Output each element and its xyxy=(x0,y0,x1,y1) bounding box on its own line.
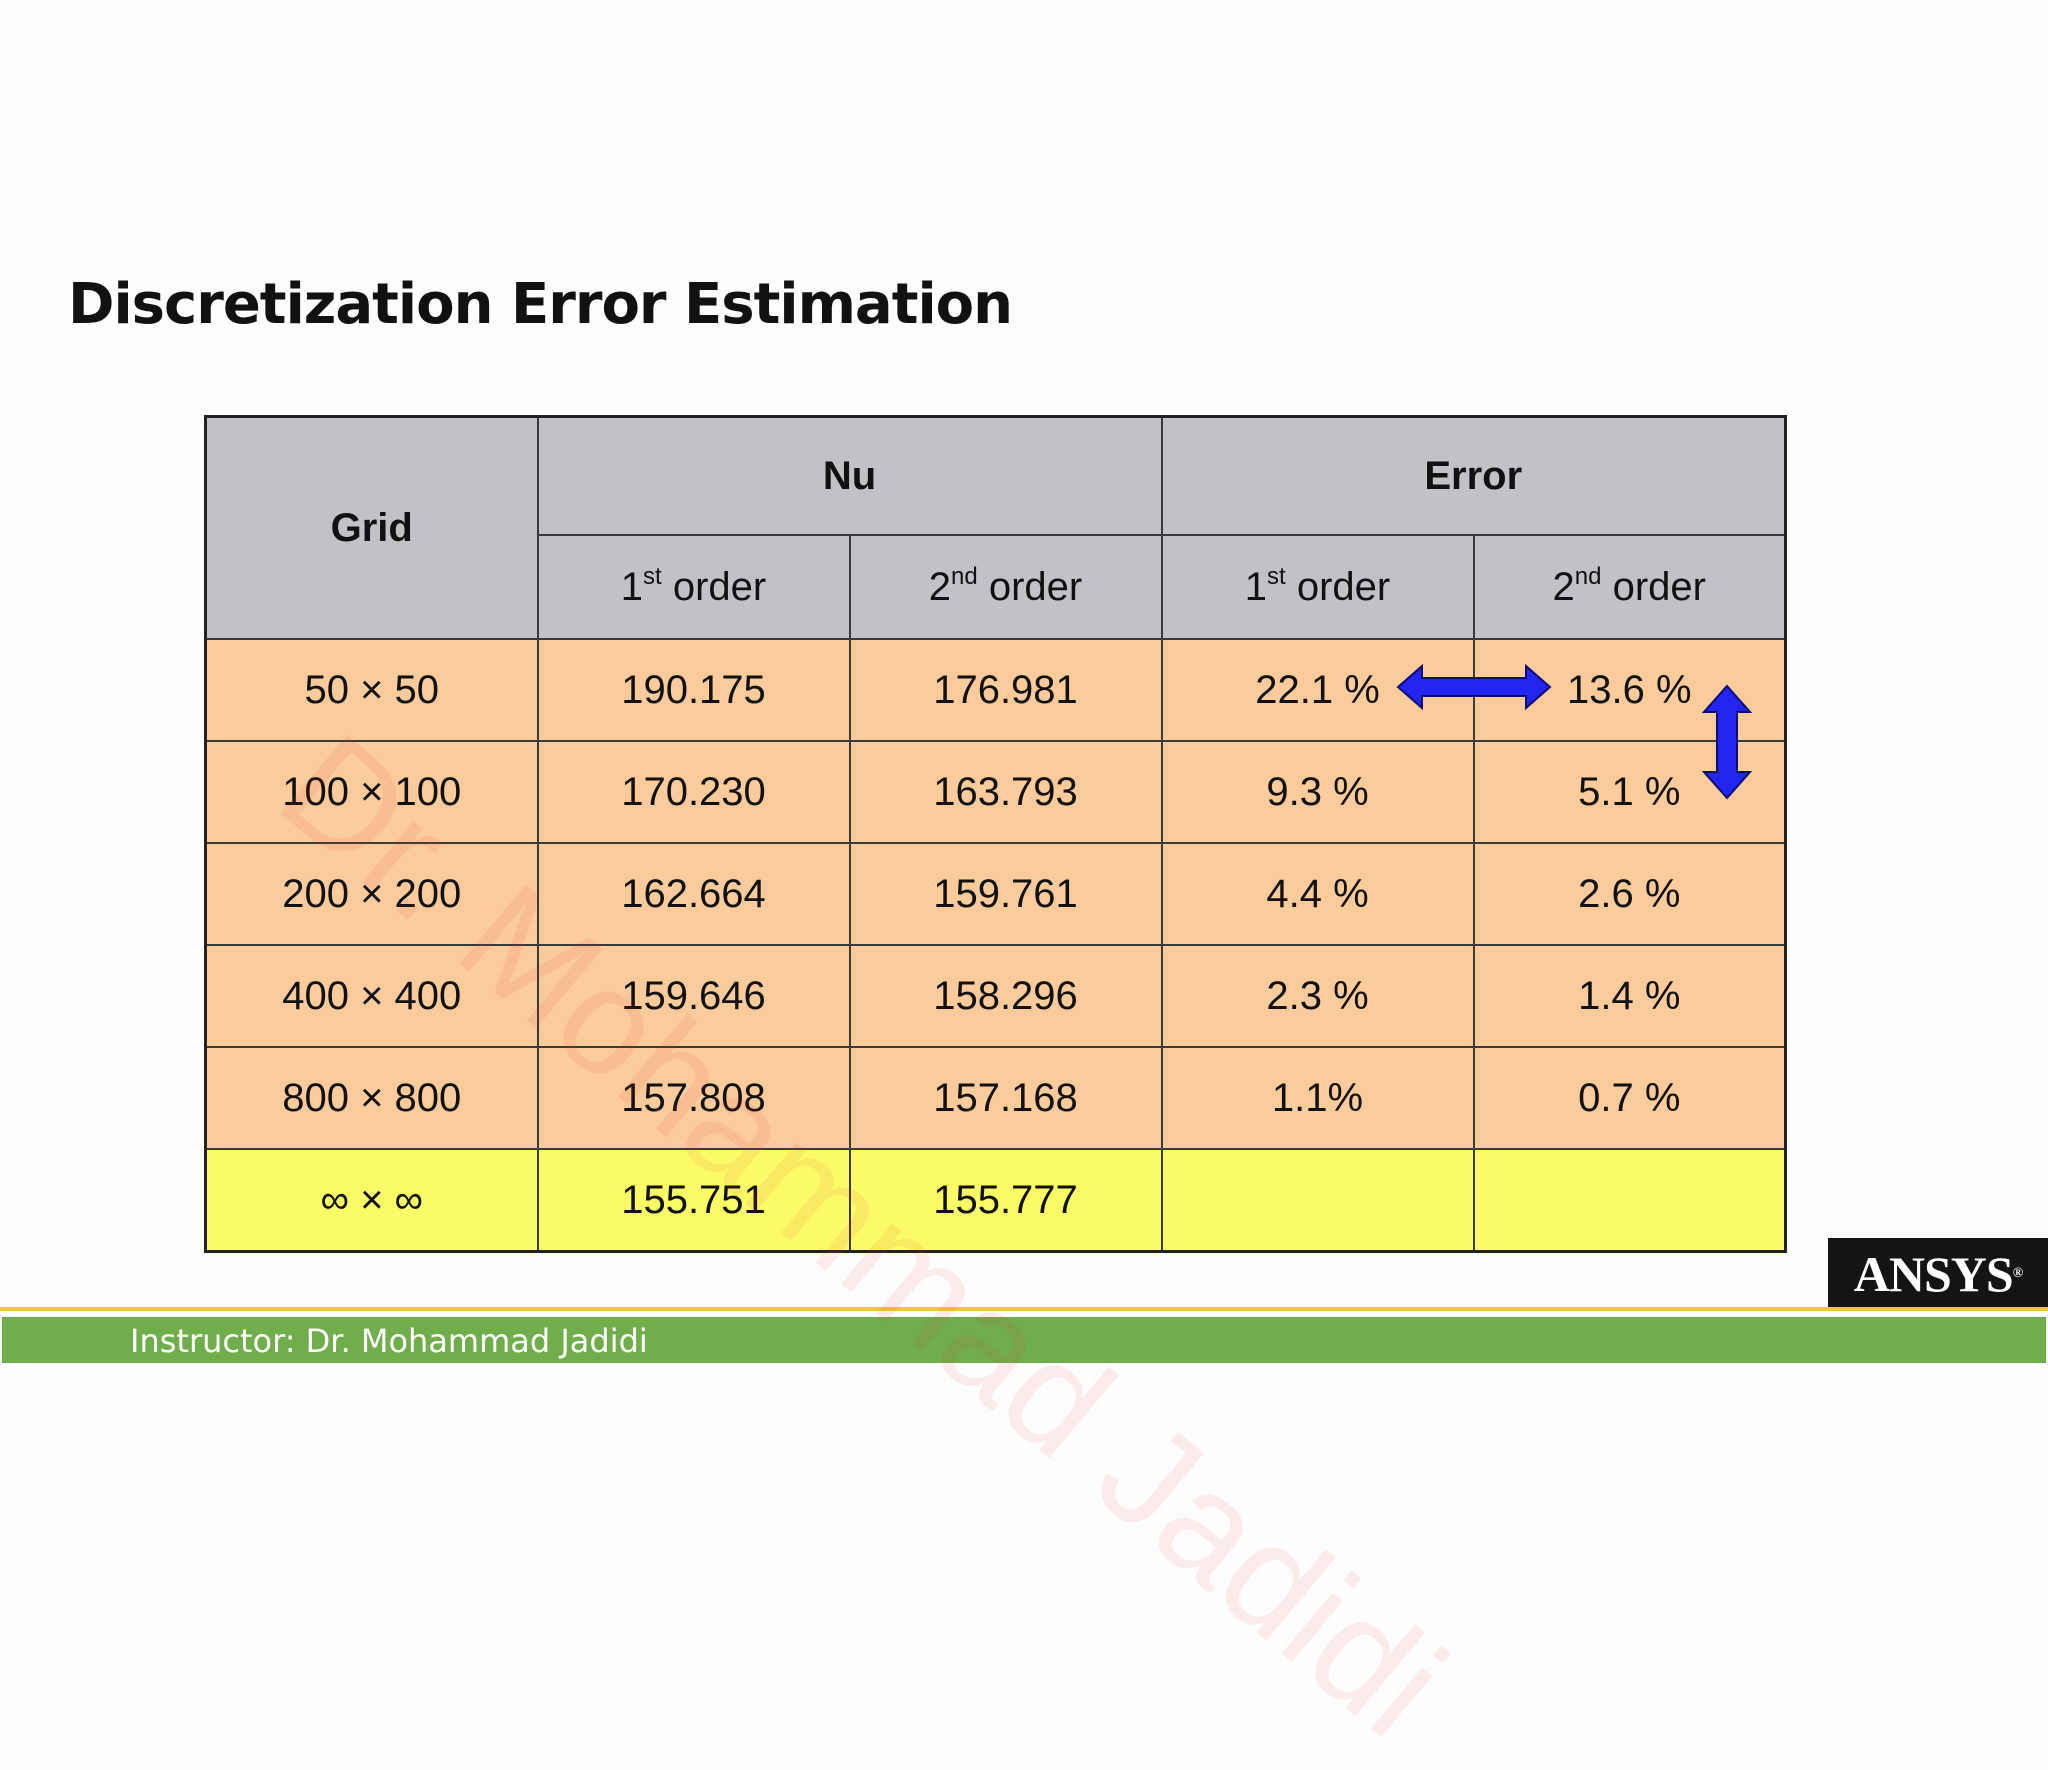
nu-first-order-header: 1st order xyxy=(536,534,851,640)
grid-cell: 100 × 100 xyxy=(204,740,539,844)
table-row: 100 × 100 170.230 163.793 9.3 % 5.1 % xyxy=(204,740,1787,844)
error-first-order-header: 1st order xyxy=(1160,534,1475,640)
grid-cell: 50 × 50 xyxy=(204,638,539,742)
table-row: 800 × 800 157.808 157.168 1.1% 0.7 % xyxy=(204,1046,1787,1150)
error-first-order-cell: 2.3 % xyxy=(1160,944,1475,1048)
nu-second-order-cell: 159.761 xyxy=(848,842,1163,946)
error-header: Error xyxy=(1160,415,1787,536)
table-row: 50 × 50 190.175 176.981 22.1 % 13.6 % xyxy=(204,638,1787,742)
nu-second-order-cell: 158.296 xyxy=(848,944,1163,1048)
error-second-order-cell: 0.7 % xyxy=(1472,1046,1787,1150)
error-second-order-cell xyxy=(1472,1148,1787,1253)
nu-first-order-cell: 157.808 xyxy=(536,1046,851,1150)
error-second-order-header: 2nd order xyxy=(1472,534,1787,640)
nu-second-order-cell: 157.168 xyxy=(848,1046,1163,1150)
grid-cell: 400 × 400 xyxy=(204,944,539,1048)
error-second-order-cell: 5.1 % xyxy=(1472,740,1787,844)
ansys-logo: ANSYS ® xyxy=(1828,1238,2048,1310)
table-row: 200 × 200 162.664 159.761 4.4 % 2.6 % xyxy=(204,842,1787,946)
grid-header: Grid xyxy=(204,415,539,640)
error-first-order-cell xyxy=(1160,1148,1475,1253)
nu-first-order-cell: 170.230 xyxy=(536,740,851,844)
footer-divider xyxy=(0,1307,2048,1311)
header-row: Grid Nu Error xyxy=(204,415,1787,640)
grid-cell: 800 × 800 xyxy=(204,1046,539,1150)
vertical-double-arrow-icon xyxy=(1702,684,1752,800)
nu-first-order-cell: 159.646 xyxy=(536,944,851,1048)
nu-first-order-cell: 190.175 xyxy=(536,638,851,742)
instructor-label: Instructor: Dr. Mohammad Jadidi xyxy=(130,1322,648,1360)
table-row-extrapolated: ∞ × ∞ 155.751 155.777 xyxy=(204,1148,1787,1253)
error-second-order-cell: 2.6 % xyxy=(1472,842,1787,946)
error-first-order-cell: 9.3 % xyxy=(1160,740,1475,844)
nu-header: Nu xyxy=(536,415,1163,536)
nu-second-order-header: 2nd order xyxy=(848,534,1163,640)
nu-first-order-cell: 162.664 xyxy=(536,842,851,946)
horizontal-double-arrow-icon xyxy=(1396,664,1552,710)
error-second-order-cell: 1.4 % xyxy=(1472,944,1787,1048)
results-table: Grid Nu Error 1st order 2nd order 1st or… xyxy=(204,415,1787,1253)
footer-bar: Instructor: Dr. Mohammad Jadidi xyxy=(2,1317,2046,1363)
nu-second-order-cell: 155.777 xyxy=(848,1148,1163,1253)
table-row: 400 × 400 159.646 158.296 2.3 % 1.4 % xyxy=(204,944,1787,1048)
nu-second-order-cell: 176.981 xyxy=(848,638,1163,742)
error-first-order-cell: 4.4 % xyxy=(1160,842,1475,946)
grid-cell: ∞ × ∞ xyxy=(204,1148,539,1253)
slide-title: Discretization Error Estimation xyxy=(68,272,1013,337)
grid-cell: 200 × 200 xyxy=(204,842,539,946)
subheader-row: 1st order 2nd order 1st order 2nd order xyxy=(206,534,1787,640)
error-first-order-cell: 1.1% xyxy=(1160,1046,1475,1150)
nu-first-order-cell: 155.751 xyxy=(536,1148,851,1253)
nu-second-order-cell: 163.793 xyxy=(848,740,1163,844)
